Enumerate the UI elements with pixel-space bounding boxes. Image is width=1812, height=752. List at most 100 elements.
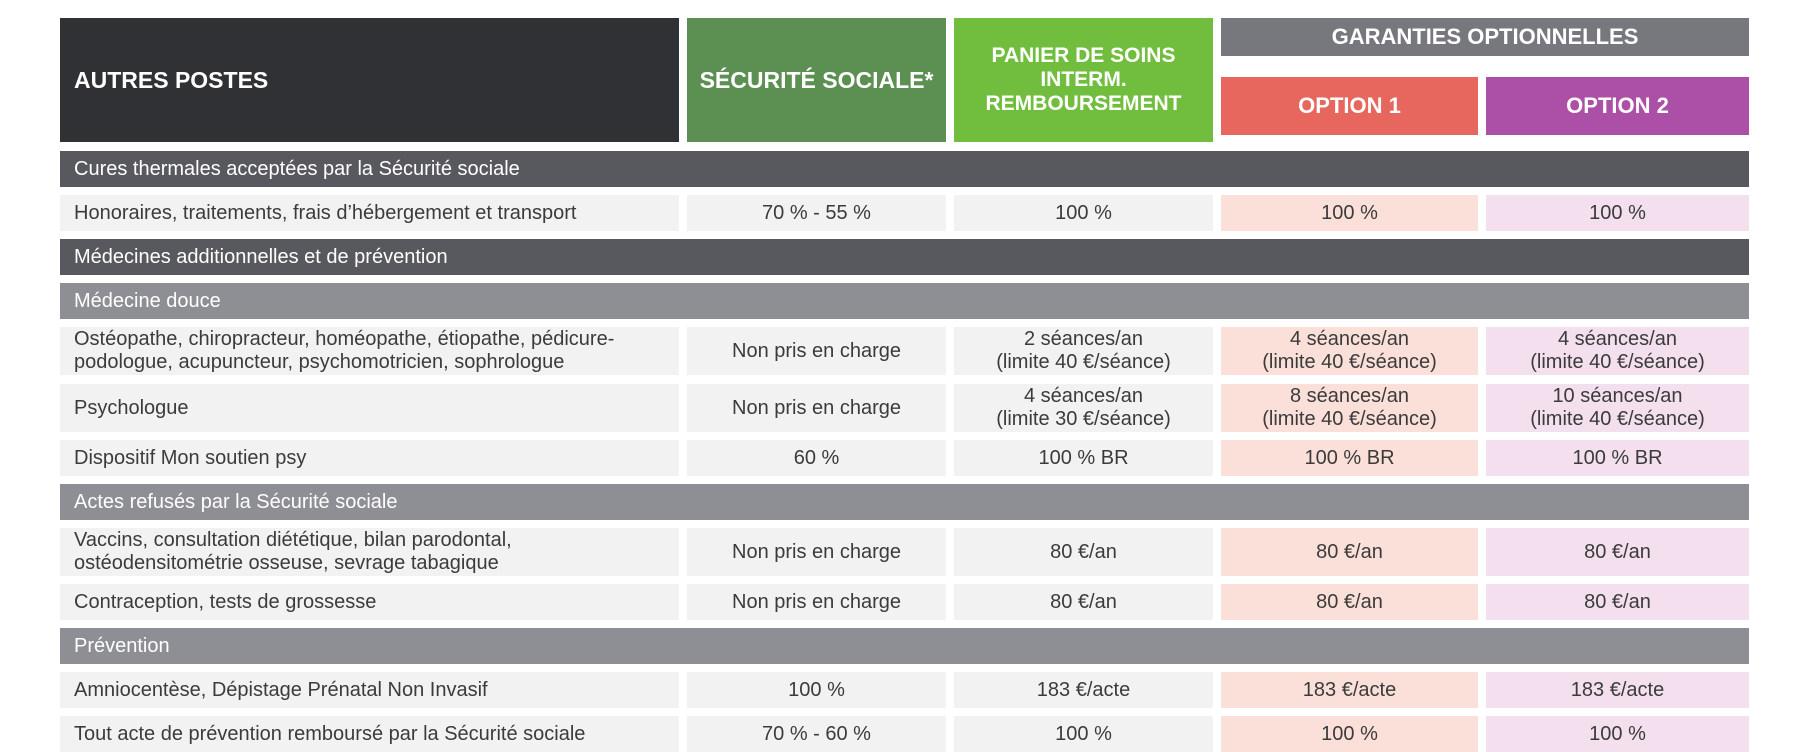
cell-line: (limite 40 €/séance)	[996, 351, 1171, 373]
row-label: Vaccins, consultation diététique, bilan …	[60, 528, 679, 576]
divider	[679, 18, 687, 142]
cell-panier: 80 €/an	[954, 584, 1213, 620]
section-cures-thermales: Cures thermales acceptées par la Sécurit…	[60, 151, 1749, 187]
divider	[1478, 672, 1486, 708]
cell-securite: Non pris en charge	[687, 584, 946, 620]
divider	[679, 672, 687, 708]
divider	[679, 384, 687, 432]
cell-option-1: 100 %	[1221, 716, 1478, 752]
cell-line: (limite 40 €/séance)	[1530, 408, 1705, 430]
header-autres-postes: AUTRES POSTES	[60, 18, 679, 142]
divider	[1213, 716, 1221, 752]
cell-option-1: 100 % BR	[1221, 440, 1478, 476]
cell-line: (limite 40 €/séance)	[1530, 351, 1705, 373]
divider	[946, 18, 954, 142]
divider	[946, 672, 954, 708]
row-label: Psychologue	[60, 384, 679, 432]
divider	[946, 716, 954, 752]
cell-option-2: 80 €/an	[1486, 584, 1749, 620]
cell-option-1: 8 séances/an (limite 40 €/séance)	[1221, 384, 1478, 432]
row-label: Amniocentèse, Dépistage Prénatal Non Inv…	[60, 672, 679, 708]
divider	[946, 584, 954, 620]
divider	[1213, 18, 1221, 142]
row-label-line: podologue, acupuncteur, psychomotricien,…	[74, 351, 565, 373]
header-securite-label: SÉCURITÉ SOCIALE*	[699, 66, 934, 93]
section-label: Prévention	[74, 634, 170, 657]
divider	[679, 716, 687, 752]
cell-option-2: 100 %	[1486, 195, 1749, 231]
row-label-line: Ostéopathe, chiropracteur, homéopathe, é…	[74, 328, 615, 350]
divider	[60, 142, 1749, 151]
divider	[1478, 384, 1486, 432]
section-medecines-additionnelles: Médecines additionnelles et de préventio…	[60, 239, 1749, 275]
header-securite-sociale: SÉCURITÉ SOCIALE*	[687, 18, 946, 142]
cell-option-2: 100 % BR	[1486, 440, 1749, 476]
cell-securite: Non pris en charge	[687, 384, 946, 432]
divider	[1478, 716, 1486, 752]
cell-line: (limite 40 €/séance)	[1262, 408, 1437, 430]
guarantees-table: AUTRES POSTES SÉCURITÉ SOCIALE* PANIER D…	[60, 18, 1749, 752]
divider	[60, 664, 1749, 672]
divider	[1478, 77, 1486, 142]
divider	[1213, 584, 1221, 620]
divider	[1213, 528, 1221, 576]
cell-option-1: 80 €/an	[1221, 528, 1478, 576]
cell-securite: 100 %	[687, 672, 946, 708]
divider	[1478, 528, 1486, 576]
row-label: Dispositif Mon soutien psy	[60, 440, 679, 476]
cell-option-1: 4 séances/an (limite 40 €/séance)	[1221, 327, 1478, 375]
header-panier-de-soins: PANIER DE SOINS INTERM. REMBOURSEMENT	[954, 18, 1213, 142]
row-label: Ostéopathe, chiropracteur, homéopathe, é…	[60, 327, 679, 375]
header-panier-label: PANIER DE SOINS INTERM. REMBOURSEMENT	[985, 44, 1181, 116]
cell-option-2: 100 %	[1486, 716, 1749, 752]
divider	[679, 584, 687, 620]
panier-line-3: REMBOURSEMENT	[985, 92, 1182, 115]
cell-line: (limite 30 €/séance)	[996, 408, 1171, 430]
cell-option-1: 80 €/an	[1221, 584, 1478, 620]
cell-panier: 4 séances/an (limite 30 €/séance)	[954, 384, 1213, 432]
row-label-line: Vaccins, consultation diététique, bilan …	[74, 529, 512, 551]
header-autres-postes-label: AUTRES POSTES	[74, 66, 269, 93]
divider	[946, 384, 954, 432]
section-actes-refuses: Actes refusés par la Sécurité sociale	[60, 484, 1749, 520]
divider	[60, 576, 1749, 584]
divider	[60, 432, 1749, 440]
cell-option-1: 183 €/acte	[1221, 672, 1478, 708]
cell-option-2: 183 €/acte	[1486, 672, 1749, 708]
header-garanties-optionnelles: GARANTIES OPTIONNELLES	[1221, 18, 1749, 56]
row-label: Honoraires, traitements, frais d’héberge…	[60, 195, 679, 231]
section-label: Cures thermales acceptées par la Sécurit…	[74, 157, 520, 180]
divider	[60, 231, 1749, 239]
divider	[679, 327, 687, 375]
divider	[679, 528, 687, 576]
divider	[679, 195, 687, 231]
row-label: Contraception, tests de grossesse	[60, 584, 679, 620]
divider	[1213, 384, 1221, 432]
divider	[60, 375, 1749, 384]
section-label: Médecine douce	[74, 289, 221, 312]
panier-line-1: PANIER DE SOINS	[991, 44, 1176, 67]
cell-option-1: 100 %	[1221, 195, 1478, 231]
cell-line: 10 séances/an	[1552, 385, 1683, 407]
divider	[946, 327, 954, 375]
header-option-2: OPTION 2	[1486, 77, 1749, 136]
cell-securite: 60 %	[687, 440, 946, 476]
cell-panier: 2 séances/an (limite 40 €/séance)	[954, 327, 1213, 375]
cell-securite: Non pris en charge	[687, 327, 946, 375]
divider	[1478, 327, 1486, 375]
header-garanties-label: GARANTIES OPTIONNELLES	[1331, 24, 1639, 49]
cell-line: (limite 40 €/séance)	[1262, 351, 1437, 373]
cell-line: 8 séances/an	[1290, 385, 1409, 407]
cell-option-2: 4 séances/an (limite 40 €/séance)	[1486, 327, 1749, 375]
header-option-2-label: OPTION 2	[1566, 93, 1669, 119]
divider	[1478, 440, 1486, 476]
section-label: Médecines additionnelles et de préventio…	[74, 245, 448, 268]
divider	[1221, 62, 1749, 71]
section-label: Actes refusés par la Sécurité sociale	[74, 490, 398, 513]
divider	[1213, 440, 1221, 476]
cell-panier: 80 €/an	[954, 528, 1213, 576]
cell-panier: 100 % BR	[954, 440, 1213, 476]
divider	[60, 708, 1749, 716]
cell-option-2: 10 séances/an (limite 40 €/séance)	[1486, 384, 1749, 432]
